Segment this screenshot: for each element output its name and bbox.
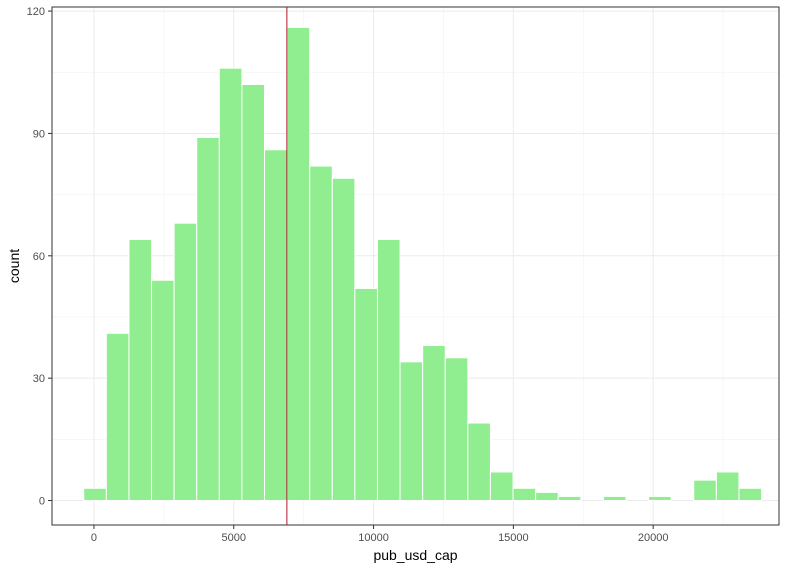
histogram-bar: [286, 26, 311, 502]
y-tick-label: 90: [33, 128, 45, 140]
axes: 0 5000 10000 15000 20000 0 30 60 90 120: [27, 6, 669, 544]
histogram-bar: [264, 149, 288, 502]
histogram-bar: [196, 137, 220, 502]
histogram-bar: [444, 357, 469, 502]
histogram-bar: [105, 332, 130, 502]
y-tick-label: 60: [33, 251, 45, 263]
histogram-bar: [535, 491, 559, 502]
histogram-bar: [241, 83, 266, 502]
histogram-bar: [173, 222, 198, 502]
y-tick-label: 30: [33, 373, 45, 385]
histogram-bar: [128, 238, 153, 502]
panel-border: [51, 6, 780, 526]
x-tick-label: 0: [91, 532, 97, 544]
x-tick-label: 20000: [638, 532, 669, 544]
histogram-bar: [715, 471, 740, 502]
histogram-bar: [557, 495, 582, 502]
histogram-bar: [693, 479, 717, 502]
histogram-bar: [376, 238, 401, 502]
histogram-bars: [83, 26, 763, 502]
histogram-bar: [399, 361, 424, 502]
histogram-bar: [467, 422, 491, 502]
x-tick-label: 5000: [222, 532, 246, 544]
histogram-bar: [512, 487, 537, 502]
x-axis-title: pub_usd_cap: [373, 547, 457, 563]
y-tick-label: 0: [39, 496, 45, 508]
x-tick-label: 10000: [358, 532, 389, 544]
histogram-bar: [648, 495, 672, 502]
histogram-bar: [83, 487, 107, 502]
x-tick-label: 15000: [498, 532, 529, 544]
histogram-bar: [218, 67, 243, 502]
histogram-bar: [602, 495, 627, 502]
y-axis-title: count: [6, 249, 22, 283]
histogram-bar: [738, 487, 763, 502]
y-tick-label: 120: [27, 6, 45, 18]
histogram-bar: [422, 345, 446, 502]
histogram-bar: [354, 287, 378, 502]
histogram-bar: [331, 177, 356, 502]
histogram-bar: [309, 165, 333, 502]
histogram-bar: [151, 279, 175, 502]
histogram-bar: [489, 471, 514, 502]
